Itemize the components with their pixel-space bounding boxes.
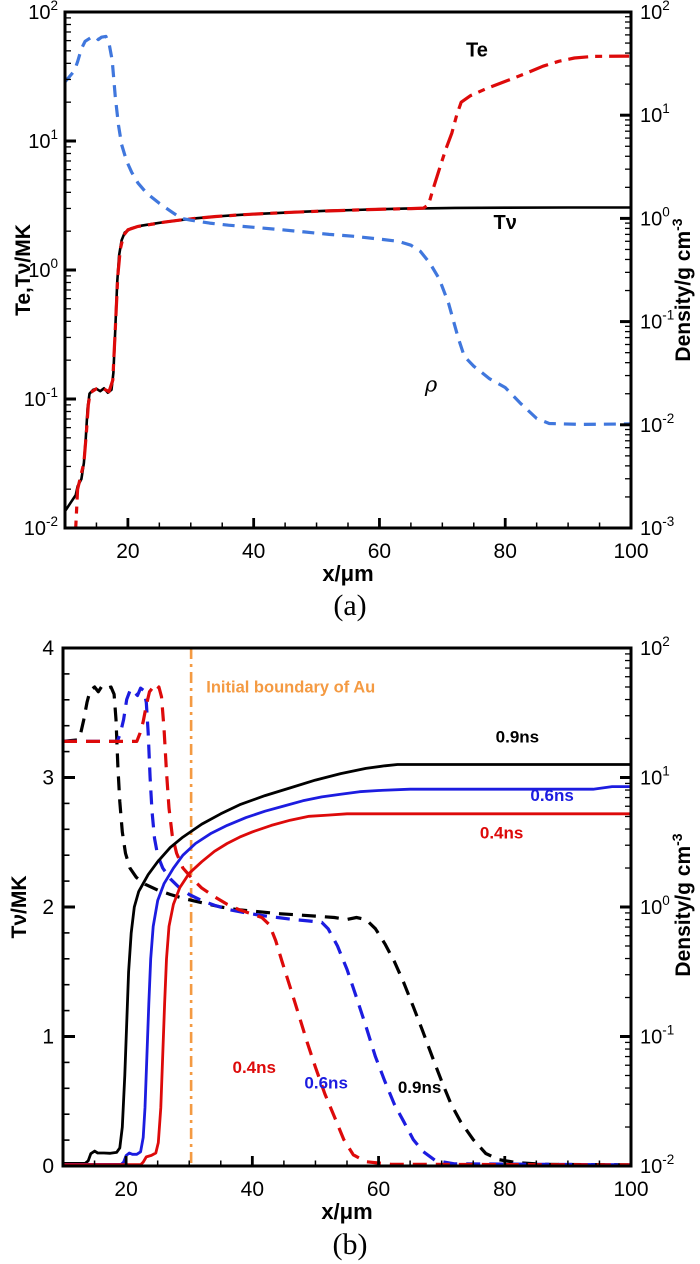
label-0.6ns-temp: 0.6ns <box>530 786 573 805</box>
Te-dashdot-red <box>74 54 632 529</box>
left-tick-label: 1 <box>42 1026 54 1049</box>
caption-a: (a) <box>333 589 367 622</box>
label-0.9ns-density: 0.9ns <box>398 1078 441 1097</box>
temp-0.9ns-black <box>63 763 631 1165</box>
left-tick-label: 2 <box>42 896 54 919</box>
label-Te: Te <box>466 40 488 62</box>
chart-b: 20 40 60 80 100 x/μm 0 1 2 3 4 10-2 10-1 100 101 102 Tν/… <box>8 634 695 1224</box>
series-group <box>64 34 632 529</box>
series-group <box>62 684 632 1167</box>
x-axis-label: x/μm <box>322 561 373 586</box>
label-0.4ns-temp: 0.4ns <box>480 823 523 842</box>
x-tick-label: 60 <box>368 540 391 563</box>
plot-frame <box>63 10 633 530</box>
temp-0.4ns-red <box>63 812 631 1167</box>
x-tick-label: 100 <box>613 1178 648 1201</box>
right-tick-label: 102 <box>640 634 670 660</box>
left-tick-label: 10-2 <box>24 514 58 540</box>
Tnu-solid-black <box>64 206 631 512</box>
x-axis-label: x/μm <box>321 1199 372 1224</box>
density-0.6ns-blue-dashed <box>63 686 632 1167</box>
label-0.9ns-temp: 0.9ns <box>496 728 539 747</box>
right-tick-label: 102 <box>640 0 670 24</box>
left-tick-label: 3 <box>42 767 54 790</box>
right-tick-label: 10-1 <box>640 1023 674 1049</box>
label-0.6ns-density: 0.6ns <box>304 1073 347 1092</box>
caption-b: (b) <box>332 1228 368 1261</box>
right-tick-label: 100 <box>640 204 670 230</box>
left-tick-label: 101 <box>28 127 58 153</box>
right-axis-label: Density/g cm-3 <box>669 833 695 976</box>
left-tick-label: 10-1 <box>24 385 58 411</box>
right-tick-label: 10-3 <box>640 514 674 540</box>
label-rho: ρ <box>424 373 438 397</box>
temp-0.6ns-blue <box>63 785 631 1166</box>
density-0.9ns-black-dashed <box>62 684 632 1167</box>
right-axis-label: Density/g cm-3 <box>669 218 695 361</box>
density-0.4ns-red-dashed <box>63 685 632 1167</box>
rho-dashed-blue <box>64 34 632 426</box>
x-tick-label: 40 <box>241 1178 264 1201</box>
label-0.4ns-density: 0.4ns <box>232 1058 275 1077</box>
left-tick-label: 102 <box>28 0 58 24</box>
x-tick-label: 20 <box>116 540 139 563</box>
right-tick-label: 101 <box>640 101 670 127</box>
x-tick-label: 80 <box>493 1178 516 1201</box>
right-tick-label: 10-2 <box>640 1152 674 1178</box>
x-tick-label: 100 <box>613 540 648 563</box>
x-tick-label: 20 <box>114 1178 137 1201</box>
left-axis-label: Te,Tν/MK <box>12 224 35 316</box>
x-tick-label: 40 <box>242 540 265 563</box>
right-tick-label: 10-2 <box>640 411 674 437</box>
right-tick-label: 100 <box>640 893 670 919</box>
right-tick-label: 10-1 <box>640 308 674 334</box>
right-tick-label: 101 <box>640 764 670 790</box>
label-Tnu: Tν <box>494 212 517 234</box>
chart-a: 20 40 60 80 100 x/μm 10-2 10-1 100 101 102 10-3 10-2… <box>12 0 695 586</box>
x-tick-label: 80 <box>494 540 517 563</box>
left-tick-label: 100 <box>28 256 58 282</box>
label-initial-boundary: Initial boundary of Au <box>206 679 375 697</box>
x-tick-label: 60 <box>367 1178 390 1201</box>
left-tick-label: 0 <box>42 1155 54 1178</box>
left-axis-label: Tν/MK <box>8 876 31 939</box>
left-tick-label: 4 <box>42 637 54 660</box>
